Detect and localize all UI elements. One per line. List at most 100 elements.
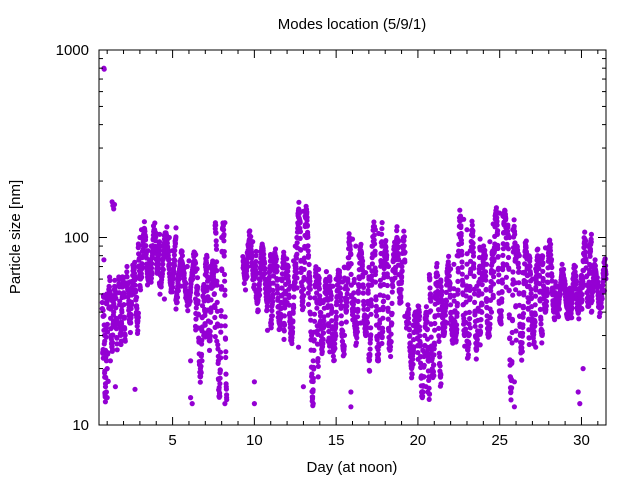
data-point: [379, 334, 385, 340]
data-point: [222, 287, 228, 293]
data-point: [454, 300, 460, 307]
data-point: [399, 264, 405, 270]
data-point: [262, 266, 268, 272]
data-point: [498, 314, 504, 320]
data-point: [317, 320, 323, 326]
data-point: [479, 309, 485, 315]
data-point: [455, 278, 461, 284]
data-point: [364, 325, 370, 331]
data-point: [294, 251, 300, 257]
data-point: [199, 358, 205, 364]
data-point: [244, 274, 250, 280]
data-point: [320, 336, 326, 342]
data-point: [160, 261, 166, 267]
data-point: [149, 271, 155, 277]
data-point: [379, 226, 385, 232]
data-point: [134, 294, 140, 300]
data-point: [211, 291, 217, 297]
data-point: [245, 263, 251, 270]
data-point: [498, 321, 504, 327]
data-point: [416, 303, 422, 309]
data-point: [297, 229, 303, 235]
data-point: [289, 340, 295, 347]
data-point: [474, 283, 480, 289]
data-point: [529, 276, 536, 282]
data-point: [222, 292, 228, 298]
data-point: [157, 291, 163, 297]
data-point: [253, 248, 259, 255]
data-point: [552, 279, 558, 285]
data-point: [557, 292, 563, 298]
data-point: [217, 349, 224, 355]
data-point: [265, 293, 271, 299]
data-point: [294, 270, 300, 276]
data-point: [332, 345, 338, 352]
data-point: [441, 305, 447, 311]
data-point: [461, 216, 467, 222]
data-point: [341, 351, 347, 357]
data-point: [375, 358, 382, 364]
data-point: [195, 311, 201, 317]
data-point: [477, 276, 483, 282]
data-point: [253, 272, 259, 279]
data-point: [595, 279, 601, 285]
data-point: [438, 381, 444, 387]
data-point: [305, 301, 312, 307]
data-point: [149, 261, 155, 267]
data-point: [582, 229, 588, 235]
data-point: [223, 349, 229, 355]
data-point: [516, 302, 523, 308]
data-point: [136, 251, 142, 257]
data-point: [321, 314, 327, 320]
data-point: [197, 366, 203, 372]
data-point: [366, 264, 372, 270]
data-point: [309, 332, 315, 339]
data-point: [193, 305, 199, 311]
data-point: [428, 334, 434, 340]
data-point: [410, 322, 416, 328]
data-point: [401, 238, 407, 244]
data-point: [407, 340, 413, 346]
data-point: [119, 309, 125, 315]
data-point: [363, 329, 369, 335]
data-point: [338, 298, 344, 304]
data-point: [110, 347, 116, 353]
data-point: [538, 321, 544, 327]
data-point: [343, 308, 350, 314]
data-point: [289, 329, 296, 335]
data-point: [121, 294, 127, 300]
data-point: [508, 397, 514, 403]
data-point: [447, 286, 453, 292]
data-point: [341, 332, 348, 338]
data-point: [222, 401, 228, 407]
data-point: [556, 305, 562, 311]
data-point: [341, 343, 347, 349]
data-point: [222, 278, 228, 284]
data-point: [312, 295, 318, 301]
data-point: [520, 303, 527, 309]
data-point: [201, 332, 207, 339]
data-point: [311, 347, 317, 353]
data-point: [305, 248, 311, 254]
data-point: [284, 256, 290, 262]
data-point: [569, 291, 575, 297]
data-point: [431, 373, 437, 379]
data-point: [174, 294, 181, 300]
data-point: [439, 299, 445, 305]
data-point: [539, 340, 545, 346]
x-tick-label: 30: [573, 432, 590, 449]
data-point: [320, 299, 326, 306]
data-point: [101, 66, 107, 72]
data-point: [510, 292, 516, 298]
data-point: [172, 257, 178, 264]
data-point: [371, 219, 377, 225]
data-point: [305, 243, 311, 249]
data-point: [351, 276, 357, 282]
data-point: [521, 289, 527, 296]
data-point: [426, 396, 432, 402]
data-point: [398, 286, 404, 293]
data-point: [477, 342, 483, 348]
data-point: [506, 287, 512, 293]
data-point: [325, 338, 331, 344]
data-point: [442, 312, 448, 318]
